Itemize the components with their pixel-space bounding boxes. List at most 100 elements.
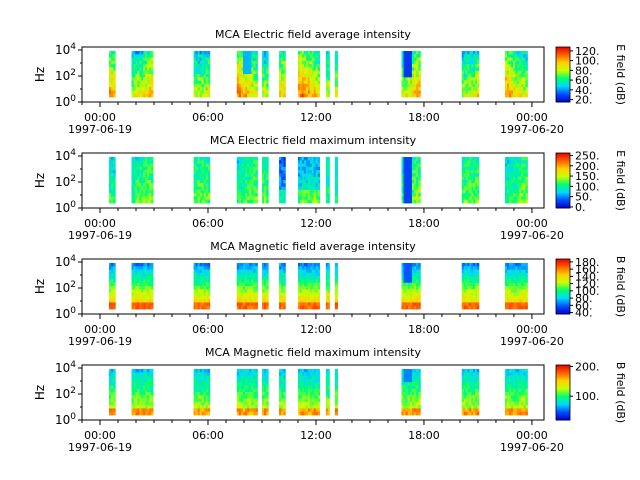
- heatmap-cell: [297, 411, 301, 416]
- heatmap-cell: [113, 272, 116, 277]
- heatmap-cell: [247, 160, 250, 164]
- heatmap-cell: [523, 398, 526, 403]
- heatmap-cell: [317, 163, 320, 168]
- heatmap-cell: [236, 272, 240, 277]
- heatmap-cell: [197, 392, 201, 396]
- heatmap-cell: [283, 302, 286, 307]
- heatmap-cell: [141, 183, 144, 187]
- heatmap-cell: [475, 83, 478, 88]
- heatmap-cell: [249, 189, 252, 194]
- heatmap-cell: [411, 67, 415, 72]
- heatmap-cell: [201, 54, 205, 58]
- heatmap-cell: [261, 67, 265, 72]
- heatmap-cell: [245, 372, 248, 376]
- heatmap-cell: [414, 189, 417, 194]
- heatmap-cell: [109, 160, 112, 164]
- colorbar-band: [556, 153, 570, 155]
- heatmap-cell: [403, 74, 407, 78]
- heatmap-cell: [193, 269, 197, 274]
- heatmap-cell: [469, 282, 472, 287]
- heatmap-cell: [245, 180, 248, 184]
- heatmap-cell: [327, 60, 330, 65]
- heatmap-cell: [519, 83, 522, 88]
- heatmap-cell: [409, 80, 413, 85]
- heatmap-cell: [411, 392, 415, 396]
- heatmap-cell: [283, 64, 286, 68]
- heatmap-cell: [309, 64, 313, 68]
- heatmap-cell: [515, 269, 518, 274]
- heatmap-cell: [131, 369, 134, 373]
- heatmap-cell: [414, 369, 417, 373]
- heatmap-cell: [281, 392, 284, 396]
- heatmap-cell: [245, 266, 248, 270]
- heatmap-cell: [471, 180, 474, 184]
- heatmap-cell: [311, 369, 315, 373]
- heatmap-cell: [313, 398, 317, 403]
- heatmap-cell: [149, 173, 152, 178]
- heatmap-cell: [418, 183, 421, 187]
- heatmap-cell: [519, 398, 522, 403]
- colorbar-band: [556, 166, 570, 169]
- heatmap-cell: [313, 173, 317, 178]
- heatmap-cell: [411, 375, 415, 380]
- heatmap-cell: [199, 388, 203, 393]
- heatmap-cell: [307, 395, 311, 399]
- heatmap-cell: [139, 163, 142, 168]
- heatmap-cell: [207, 282, 211, 287]
- y-tick-base: 10: [55, 307, 70, 321]
- heatmap-cell: [463, 189, 466, 194]
- heatmap-cell: [207, 395, 211, 399]
- heatmap-cell: [511, 170, 514, 174]
- heatmap-cell: [327, 263, 330, 267]
- heatmap-cell: [261, 392, 265, 396]
- heatmap-cell: [264, 408, 267, 413]
- heatmap-cell: [334, 385, 337, 390]
- colorbar-tick-label: 140.: [575, 270, 600, 283]
- heatmap-cell: [334, 263, 337, 267]
- heatmap-cell: [506, 292, 510, 297]
- heatmap-cell: [149, 276, 152, 280]
- heatmap-cell: [131, 382, 134, 386]
- heatmap-cell: [238, 276, 242, 280]
- heatmap-cell: [405, 372, 409, 376]
- heatmap-cell: [137, 266, 140, 270]
- heatmap-cell: [195, 289, 199, 293]
- heatmap-cell: [509, 67, 512, 72]
- heatmap-cell: [461, 382, 465, 386]
- heatmap-cell: [305, 180, 309, 184]
- heatmap-cell: [109, 289, 112, 293]
- colorbar-tick-label: 200.: [575, 160, 600, 173]
- x-tick-label: 00:00: [84, 429, 116, 442]
- heatmap-cell: [266, 378, 269, 383]
- heatmap-cell: [401, 388, 404, 393]
- heatmap-cell: [301, 263, 305, 267]
- heatmap-cell: [249, 295, 252, 300]
- heatmap-cell: [523, 173, 526, 178]
- heatmap-cell: [315, 170, 318, 174]
- heatmap-cell: [111, 305, 114, 310]
- heatmap-cell: [207, 279, 211, 284]
- heatmap-cell: [109, 405, 112, 409]
- heatmap-cell: [414, 276, 417, 280]
- heatmap-cell: [253, 398, 256, 403]
- heatmap-cell: [266, 186, 269, 191]
- heatmap-cell: [149, 279, 152, 284]
- heatmap-cell: [506, 372, 510, 376]
- heatmap-cell: [325, 388, 329, 393]
- heatmap-cell: [506, 83, 510, 88]
- heatmap-cell: [242, 54, 246, 58]
- heatmap-cell: [197, 70, 201, 75]
- heatmap-cell: [416, 196, 419, 201]
- heatmap-cell: [113, 74, 116, 78]
- heatmap-cell: [416, 199, 419, 204]
- heatmap-cell: [299, 388, 303, 393]
- heatmap-cell: [317, 157, 320, 161]
- heatmap-cell: [463, 269, 466, 274]
- heatmap-cell: [409, 67, 413, 72]
- y-tick-exponent: 2: [70, 174, 76, 184]
- heatmap-cell: [334, 269, 337, 274]
- heatmap-cell: [509, 77, 512, 81]
- heatmap-cell: [307, 405, 311, 409]
- heatmap-cell: [311, 295, 315, 300]
- colorbar-tick-label: 80.: [575, 292, 593, 305]
